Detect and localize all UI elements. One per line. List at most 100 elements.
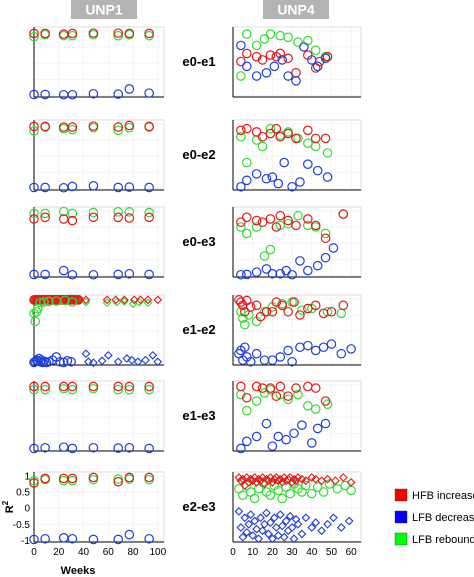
lfb-rebound-point [251,222,262,232]
hfb-increase-point [338,209,349,219]
lfb-decrease-point [320,252,331,263]
panel-unp4-e1-e3 [232,380,362,454]
legend-label: HFB increase [412,490,474,502]
hfb-increase-point [29,121,39,132]
lfb-rebound-point [340,480,351,491]
lfb-decrease-point [241,175,252,186]
hfb-increase-point [113,476,123,487]
lfb-decrease-point [289,428,299,439]
lfb-rebound-point [88,207,99,218]
lfb-decrease-point [329,513,338,523]
hfb-increase-point [88,472,99,483]
legend-swatch [394,510,408,524]
hfb-increase-point [283,391,293,401]
lfb-decrease-point [303,265,313,276]
lfb-rebound-point [297,305,307,315]
hfb-increase-point [275,474,285,484]
lfb-rebound-point [144,384,154,395]
hfb-increase-point [67,215,78,226]
lfb-decrease-point [241,269,252,280]
lfb-decrease-point [275,510,285,519]
row-label: e0-e1 [182,54,215,69]
x-tick-label-unp4: 50 [326,547,338,558]
lfb-decrease-point [148,350,158,360]
lfb-rebound-point [265,244,276,255]
column-header-unp1-label: UNP1 [85,2,123,18]
lfb-rebound-point [113,125,123,136]
hfb-increase-point [331,476,340,486]
lfb-rebound-point [29,31,39,42]
lfb-decrease-point [124,442,135,453]
lfb-decrease-point [236,443,246,454]
hfb-increase-point [275,48,286,59]
lfb-decrease-point [275,352,286,362]
hfb-increase-point [29,381,39,392]
panel-frame [33,119,165,191]
y-tick-label: -1 [21,536,30,547]
hfb-increase-point [275,381,286,392]
x-tick-label-unp4: 40 [306,547,318,558]
x-tick-label-unp1: 0 [31,547,37,558]
lfb-rebound-point [113,30,123,41]
lfb-decrease-point [29,443,39,454]
lfb-decrease-point [97,356,107,366]
panel-unp1-e0-e3 [29,206,165,280]
lfb-decrease-point [295,256,305,266]
lfb-decrease-point [297,420,307,430]
lfb-rebound-point [241,405,252,416]
hfb-increase-point [252,477,262,487]
lfb-rebound-point [318,487,329,497]
lfb-decrease-point [317,526,326,536]
hfb-increase-point [257,131,268,142]
lfb-decrease-point [248,531,258,540]
hfb-increase-point [102,295,112,305]
lfb-decrease-point [312,61,323,72]
hfb-increase-point [81,295,91,305]
hfb-increase-point [303,303,313,314]
hfb-increase-point [346,477,356,487]
lfb-rebound-point [293,210,303,221]
lfb-rebound-point [303,401,313,411]
lfb-rebound-point [236,131,246,142]
lfb-rebound-point [124,384,135,395]
hfb-increase-point [124,213,135,223]
lfb-decrease-point [245,356,256,367]
lfb-rebound-point [285,488,295,499]
hfb-increase-point [303,125,313,136]
lfb-decrease-point [88,88,99,99]
hfb-increase-point [88,121,99,131]
hfb-increase-point [113,212,123,223]
lfb-rebound-point [293,389,303,400]
x-tick-label-unp1: 80 [127,547,139,558]
lfb-decrease-point [336,348,347,359]
lfb-decrease-point [236,523,246,532]
lfb-rebound-point [257,141,268,152]
hfb-increase-point [277,300,288,311]
lfb-decrease-point [67,89,78,100]
hfb-increase-point [265,214,276,224]
y-tick-label: -0.5 [13,520,31,531]
lfb-decrease-point [322,172,333,182]
hfb-increase-point [29,478,39,488]
lfb-rebound-point [238,490,248,501]
lfb-rebound-point [283,394,293,405]
lfb-decrease-point [67,533,78,544]
lfb-decrease-point [55,356,65,367]
hfb-increase-point [241,392,252,403]
lfb-decrease-point [122,354,132,363]
lfb-decrease-point [236,269,246,280]
lfb-decrease-point [144,88,154,98]
lfb-decrease-point [320,53,331,64]
y-tick-label: 0 [24,504,30,515]
lfb-decrease-point [238,532,248,542]
lfb-decrease-point [241,61,252,72]
hfb-increase-point [265,383,276,393]
hfb-increase-point [310,133,321,144]
lfb-rebound-point [332,483,343,494]
lfb-decrease-point [287,269,297,280]
hfb-increase-point [236,217,246,227]
hfb-increase-point [291,133,301,144]
hfb-increase-point [265,50,276,60]
hfb-increase-point [240,306,250,317]
